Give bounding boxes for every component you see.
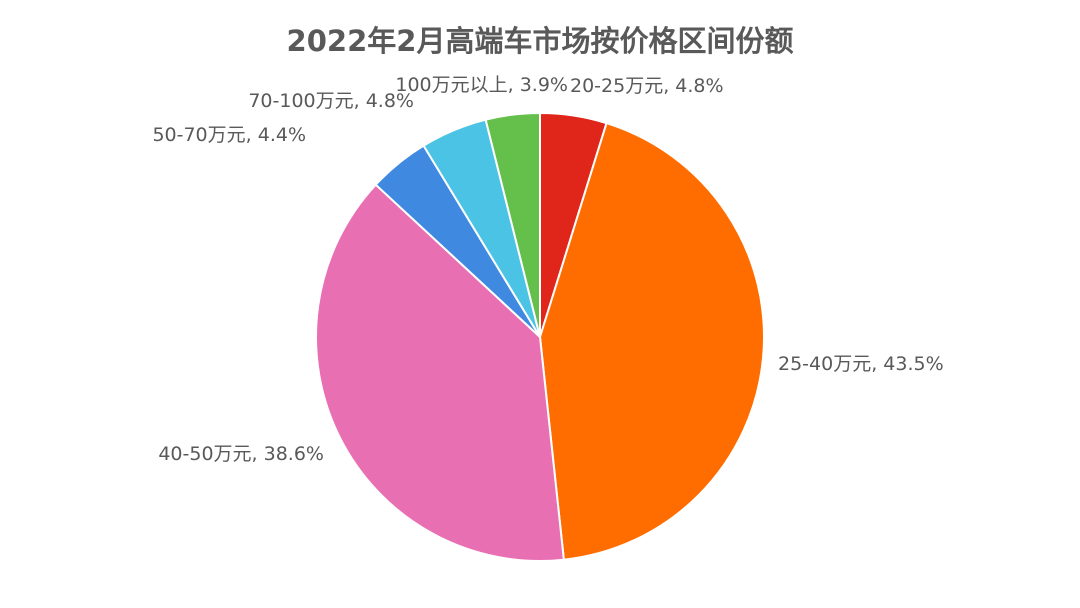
slice-label: 40-50万元, 38.6% [158, 443, 324, 465]
chart-title: 2022年2月高端车市场按价格区间份额 [286, 24, 794, 58]
pie-slices [315, 111, 765, 562]
slice-label: 100万元以上, 3.9% [395, 74, 568, 96]
pie-slice [538, 121, 765, 561]
pie-slice [315, 183, 565, 562]
slice-label: 70-100万元, 4.8% [248, 90, 414, 112]
slice-label: 20-25万元, 4.8% [570, 75, 724, 97]
pie-slice [484, 111, 541, 338]
slice-label: 50-70万元, 4.4% [152, 124, 306, 146]
slice-label: 25-40万元, 43.5% [778, 353, 944, 375]
